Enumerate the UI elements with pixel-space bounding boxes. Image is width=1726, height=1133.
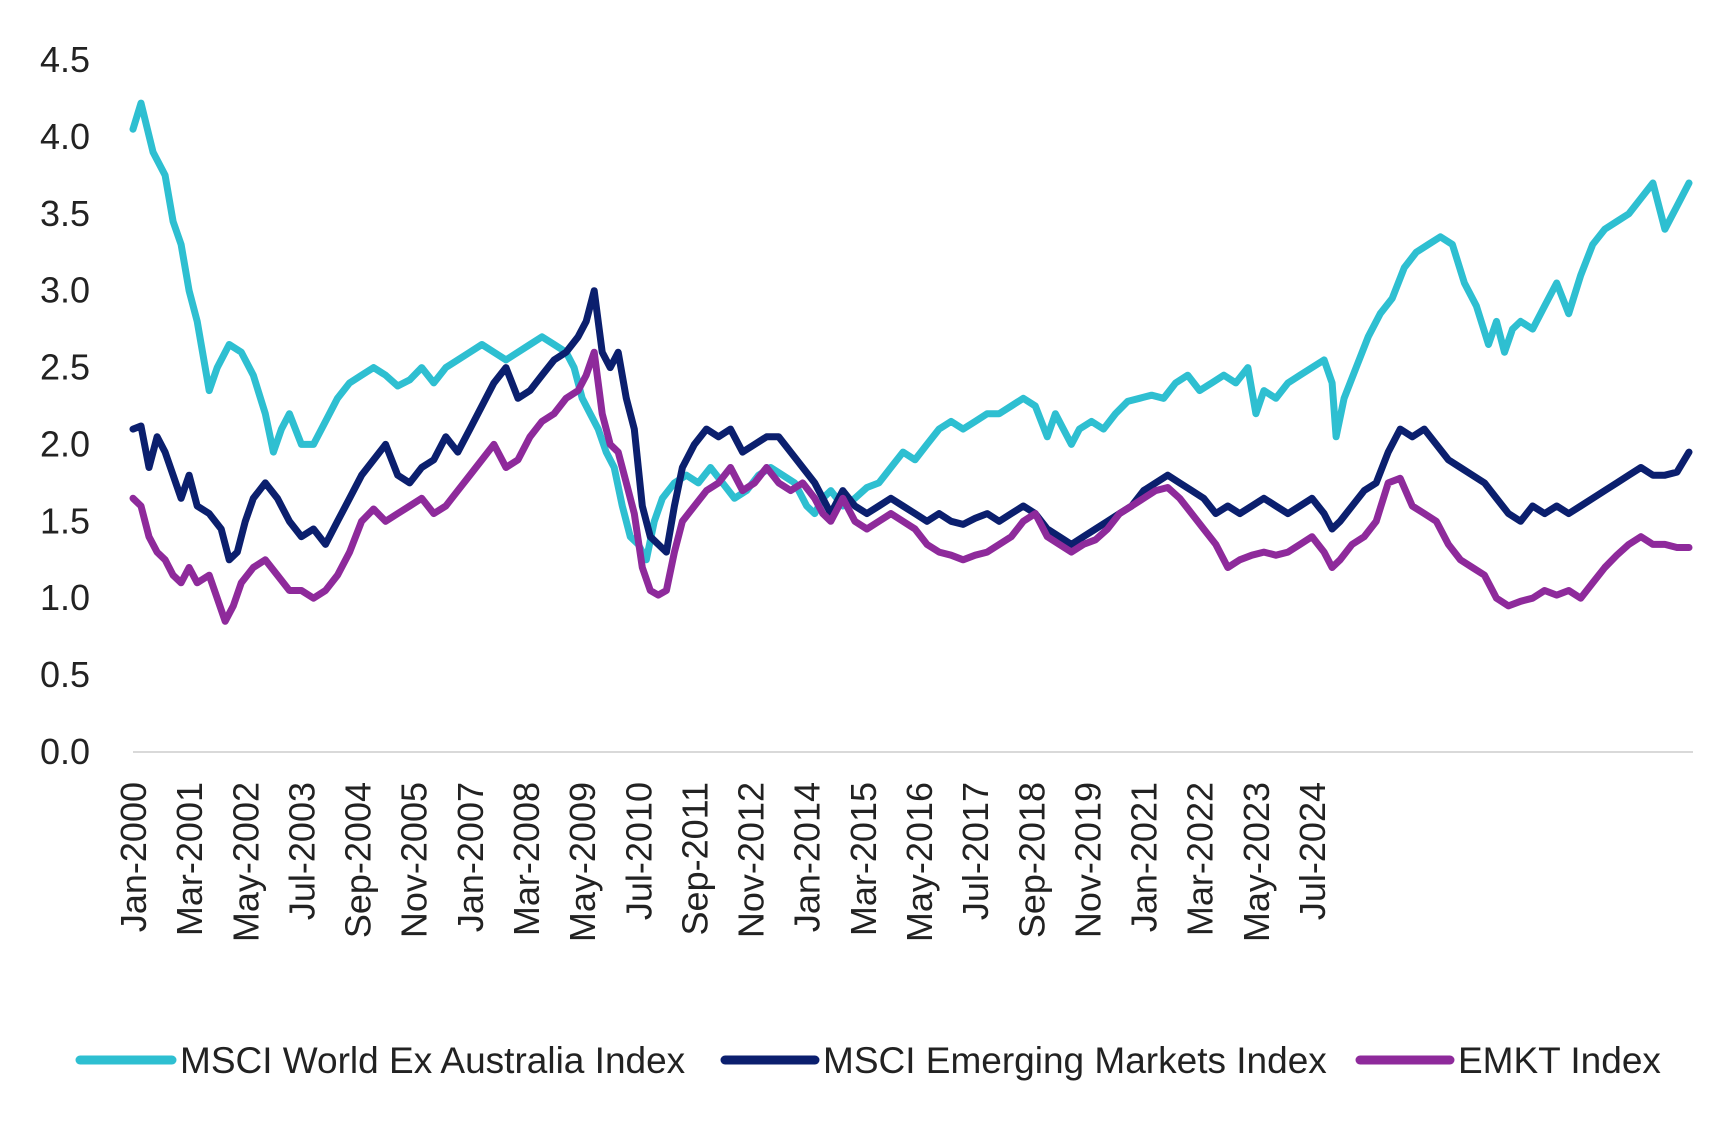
x-tick-label: May-2009 [562,782,603,942]
x-tick-label: May-2016 [899,782,940,942]
x-tick-label: Sep-2004 [338,782,379,938]
legend-label-1: MSCI World Ex Australia Index [180,1040,686,1081]
series-line-2 [129,287,1693,564]
y-tick-label: 4.5 [40,39,90,80]
y-tick-label: 4.0 [40,116,90,157]
y-tick-label: 2.0 [40,423,90,464]
x-tick-label: Mar-2015 [843,782,884,936]
x-tick-label: Mar-2001 [169,782,210,936]
x-tick-label: Sep-2018 [1011,782,1052,938]
y-tick-label: 2.5 [40,347,90,388]
x-tick-label: Jan-2014 [787,782,828,932]
x-tick-label: Mar-2022 [1180,782,1221,936]
x-tick-label: Jan-2000 [113,782,154,932]
legend: MSCI World Ex Australia Index MSCI Emergi… [75,1040,1661,1081]
x-tick-label: Jul-2010 [618,782,659,920]
x-axis: Jan-2000 Mar-2001 May-2002 Jul-2003 Sep-2004… [113,782,1333,942]
y-tick-label: 0.0 [40,731,90,772]
y-tick-label: 3.5 [40,193,90,234]
x-tick-label: Jul-2024 [1292,782,1333,920]
y-tick-label: 1.5 [40,500,90,541]
x-tick-label: Sep-2011 [674,782,715,935]
x-tick-label: Nov-2012 [731,782,772,938]
series-layer [129,99,1693,625]
y-tick-label: 0.5 [40,654,90,695]
x-tick-label: Jan-2007 [450,782,491,932]
y-tick-label: 1.0 [40,577,90,618]
y-axis: 0.0 0.5 1.0 1.5 2.0 2.5 3.0 3.5 4.0 4.5 [40,39,90,772]
series-line-3 [129,348,1693,625]
series-line-1 [129,99,1693,564]
legend-label-3: EMKT Index [1458,1040,1661,1081]
x-tick-label: Jan-2021 [1124,782,1165,932]
x-tick-label: Jul-2017 [955,782,996,920]
x-tick-label: Nov-2019 [1067,782,1108,938]
legend-label-2: MSCI Emerging Markets Index [823,1040,1327,1081]
x-tick-label: May-2002 [225,782,266,942]
x-tick-label: Nov-2005 [394,782,435,938]
x-tick-label: Mar-2008 [506,782,547,936]
x-tick-label: May-2023 [1236,782,1277,942]
x-tick-label: Jul-2003 [281,782,322,920]
y-tick-label: 3.0 [40,270,90,311]
